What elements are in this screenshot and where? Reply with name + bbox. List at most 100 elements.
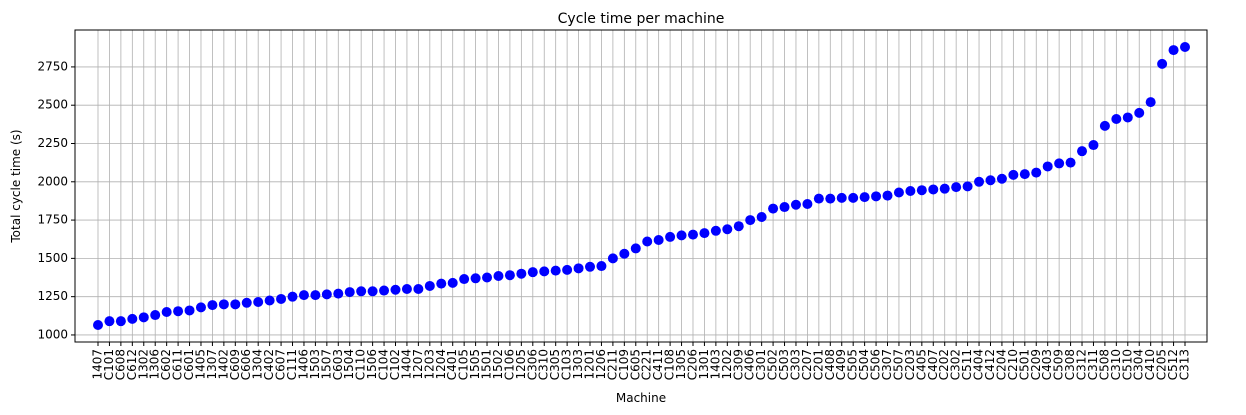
point xyxy=(115,316,126,327)
x-tick-label: 1507 xyxy=(319,349,333,380)
point xyxy=(470,273,481,284)
x-tick-label: 1502 xyxy=(491,349,505,380)
point xyxy=(230,299,241,310)
point xyxy=(127,313,138,324)
point xyxy=(790,199,801,210)
point xyxy=(1099,120,1110,131)
point xyxy=(722,224,733,235)
x-tick-label: 1306 xyxy=(148,349,162,380)
x-tick-label: 1303 xyxy=(571,349,585,380)
y-tick-label: 1750 xyxy=(37,213,68,227)
x-tick-label: C312 xyxy=(1075,349,1089,380)
x-tick-label: C401 xyxy=(445,349,459,380)
y-tick-label: 1500 xyxy=(37,251,68,265)
x-tick-label: C611 xyxy=(171,349,185,380)
point xyxy=(836,192,847,203)
y-tick-label: 2000 xyxy=(37,174,68,188)
x-tick-label: C406 xyxy=(743,349,757,380)
x-tick-label: C412 xyxy=(983,349,997,380)
x-tick-label: C101 xyxy=(102,349,116,380)
x-tick-label: C501 xyxy=(1017,349,1031,380)
x-tick-label: C303 xyxy=(788,349,802,380)
x-tick-label: 1206 xyxy=(594,349,608,380)
point xyxy=(573,263,584,274)
point xyxy=(424,280,435,291)
x-tick-label: C203 xyxy=(903,349,917,380)
x-tick-label: 1302 xyxy=(136,349,150,380)
point xyxy=(184,305,195,316)
point xyxy=(344,287,355,298)
x-tick-label: C209 xyxy=(1029,349,1043,380)
point xyxy=(321,289,332,300)
x-tick-label: 1201 xyxy=(583,349,597,380)
x-tick-label: 1501 xyxy=(480,349,494,380)
point xyxy=(138,312,149,323)
x-tick-label: C603 xyxy=(331,349,345,380)
point xyxy=(1111,113,1122,124)
x-tick-label: C508 xyxy=(1097,349,1111,380)
point xyxy=(916,185,927,196)
x-tick-label: C311 xyxy=(1086,349,1100,380)
y-tick-label: 2500 xyxy=(37,98,68,112)
x-tick-label: C301 xyxy=(754,349,768,380)
x-tick-label: 1505 xyxy=(468,349,482,380)
point xyxy=(630,243,641,254)
x-tick-label: 1407 xyxy=(91,349,105,380)
point xyxy=(298,290,309,301)
x-tick-label: C509 xyxy=(1052,349,1066,380)
point xyxy=(333,288,344,299)
point xyxy=(733,221,744,232)
x-tick-label: C612 xyxy=(125,349,139,380)
x-tick-label: C602 xyxy=(159,349,173,380)
x-tick-label: C302 xyxy=(949,349,963,380)
point xyxy=(1077,146,1088,157)
point xyxy=(493,270,504,281)
x-tick-label: C404 xyxy=(972,349,986,380)
point xyxy=(1054,158,1065,169)
point xyxy=(813,193,824,204)
point xyxy=(951,182,962,193)
point xyxy=(356,286,367,297)
point xyxy=(607,253,618,264)
point xyxy=(619,248,630,259)
x-tick-label: C104 xyxy=(377,349,391,380)
point xyxy=(161,306,172,317)
point xyxy=(882,190,893,201)
x-tick-label: C605 xyxy=(628,349,642,380)
plot-frame xyxy=(74,29,1208,343)
x-tick-label: C110 xyxy=(354,349,368,380)
x-tick-label: 1504 xyxy=(342,349,356,380)
x-tick-label: C205 xyxy=(1155,349,1169,380)
point xyxy=(596,261,607,272)
x-tick-label: C504 xyxy=(857,349,871,380)
point xyxy=(710,225,721,236)
point xyxy=(676,230,687,241)
x-tick-label: 1506 xyxy=(365,349,379,380)
x-tick-label: C411 xyxy=(651,349,665,380)
x-tick-label: C106 xyxy=(502,349,516,380)
point xyxy=(367,286,378,297)
point xyxy=(413,284,424,295)
y-tick-label: 1000 xyxy=(37,327,68,341)
x-tick-label: C507 xyxy=(891,349,905,380)
x-tick-label: 1203 xyxy=(422,349,436,380)
x-tick-label: 1307 xyxy=(205,349,219,380)
x-tick-label: C313 xyxy=(1178,349,1192,380)
point xyxy=(287,291,298,302)
x-tick-label: C309 xyxy=(731,349,745,380)
x-tick-label: C606 xyxy=(239,349,253,380)
point xyxy=(779,202,790,213)
point xyxy=(905,185,916,196)
x-tick-label: 1405 xyxy=(193,349,207,380)
x-tick-label: C206 xyxy=(685,349,699,380)
point xyxy=(150,310,161,321)
point xyxy=(1065,157,1076,168)
point xyxy=(390,284,401,295)
point xyxy=(871,191,882,202)
point xyxy=(848,192,859,203)
x-tick-label: C407 xyxy=(926,349,940,380)
point xyxy=(745,215,756,226)
x-tick-label: C109 xyxy=(617,349,631,380)
point xyxy=(1157,58,1168,69)
